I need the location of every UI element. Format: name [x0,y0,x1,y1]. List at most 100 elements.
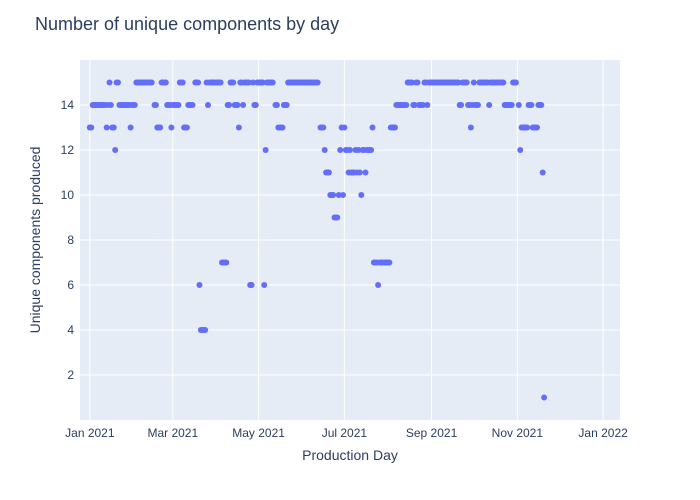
y-tick-label: 12 [61,143,75,157]
data-point [205,102,211,108]
x-axis-ticks: Jan 2021 Mar 2021 May 2021 Jul 2021 Sep 2021… [65,426,628,440]
data-point [107,102,114,108]
data-point [235,124,242,131]
data-point [411,102,418,108]
data-point [362,169,369,176]
data-point [341,124,348,131]
y-axis-label: Unique components produced [27,147,43,334]
data-point [392,124,398,131]
data-point [234,102,241,108]
data-point [475,102,481,108]
data-point [524,124,531,131]
y-tick-label: 6 [67,278,74,292]
data-point [168,124,175,131]
y-tick-label: 4 [67,323,74,337]
data-point [325,169,332,176]
data-point [534,124,540,131]
data-point [420,102,427,108]
data-point [386,259,393,266]
grid [80,60,620,420]
y-tick-label: 14 [61,98,75,112]
data-point [320,124,327,131]
x-tick-label: Jan 2021 [65,426,115,440]
x-tick-label: Sep 2021 [406,426,458,440]
data-point [500,79,507,86]
data-point [202,327,209,333]
data-point [157,124,164,131]
data-point [88,124,95,131]
x-axis-label: Production Day [302,447,398,463]
data-point [240,102,247,108]
data-point [179,79,186,86]
data-point [131,102,138,108]
data-point [273,102,280,108]
data-point [245,79,252,86]
data-point [358,192,365,198]
x-tick-label: Mar 2021 [147,426,198,440]
y-tick-label: 2 [67,368,74,382]
data-point [455,79,462,86]
data-point [226,102,233,108]
data-point [223,259,230,266]
data-point [262,147,269,153]
data-point [196,282,203,288]
y-tick-label: 8 [67,233,74,247]
data-point [424,102,431,108]
data-point [334,214,341,221]
data-point [508,102,515,108]
data-point [403,102,410,108]
data-point [189,102,196,108]
data-point [148,79,155,86]
data-points [86,79,548,401]
data-point [152,102,159,108]
data-point [512,79,519,86]
data-point [515,102,522,108]
data-point [115,79,121,86]
data-point [528,102,535,108]
data-point [463,79,470,86]
data-point [250,79,256,86]
data-point [195,79,202,86]
data-point [347,147,353,153]
data-point [470,79,477,86]
data-point [368,147,375,153]
data-point [261,282,268,288]
data-point [458,102,465,108]
data-point [355,147,362,153]
data-point [183,124,190,131]
data-point [252,102,259,108]
data-point [414,79,421,86]
data-point [467,124,474,131]
data-point [162,79,169,86]
data-point [110,124,117,131]
data-point [356,169,363,176]
y-tick-label: 10 [61,188,75,202]
data-point [335,192,342,198]
data-point [283,102,290,108]
y-axis-ticks: 2 4 6 8 10 12 14 [61,98,75,382]
data-point [517,147,524,153]
data-point [279,124,286,131]
data-point [486,102,493,108]
data-point [539,169,546,176]
chart-title: Number of unique components by day [35,14,339,34]
x-tick-label: May 2021 [232,426,285,440]
data-point [112,147,119,153]
data-point [127,124,134,131]
data-point [314,79,321,86]
data-point [330,192,337,198]
data-point [217,79,224,86]
data-point [230,79,237,86]
x-tick-label: Jan 2022 [578,426,628,440]
data-point [369,124,376,131]
data-point [340,192,346,198]
x-tick-label: Jul 2021 [322,426,368,440]
data-point [175,102,182,108]
data-point [375,282,382,288]
data-point [538,102,545,108]
x-tick-label: Nov 2021 [492,426,544,440]
data-point [248,282,255,288]
data-point [408,79,415,86]
data-point [106,79,113,86]
